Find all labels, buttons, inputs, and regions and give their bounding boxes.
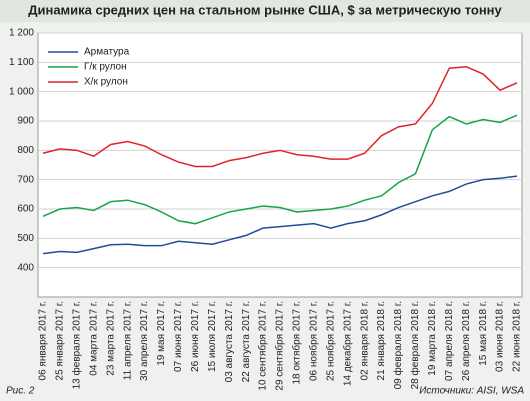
legend-label: Х/к рулон: [84, 77, 128, 88]
x-tick-label: 25 января 2017 г.: [55, 301, 66, 380]
x-tick-label: 25 ноября 2017 г.: [324, 301, 336, 381]
x-tick-label: 15 июля 2017 г.: [207, 301, 218, 372]
x-tick-label: 22 августа 2017 г.: [241, 301, 252, 382]
y-tick-label: 600: [17, 204, 34, 215]
x-tick-label: 09 февраля 2018 г.: [392, 301, 404, 389]
x-tick-label: 28 февраля 2018 г.: [409, 301, 421, 389]
x-tick-label: 14 декабря 2017 г.: [341, 301, 353, 386]
x-tick-label: 21 января 2018 г.: [376, 301, 387, 380]
y-tick-label: 1 000: [9, 86, 34, 97]
series-line: [42, 175, 518, 255]
y-tick-label: 800: [17, 145, 34, 156]
x-tick-label: 15 мая 2018 г.: [478, 301, 489, 366]
y-tick-label: 900: [17, 116, 34, 127]
x-tick-label: 13 февраля 2017 г.: [70, 301, 82, 389]
x-tick-label: 29 сентября 2017 г.: [274, 301, 286, 391]
plot-area: [37, 32, 523, 298]
x-tick-label: 03 августа 2017 г.: [224, 301, 235, 382]
x-tick-label: 19 мая 2017 г.: [156, 301, 167, 366]
x-tick-label: 10 сентября 2017 г.: [257, 301, 269, 391]
x-tick-label: 07 апреля 2018 г.: [444, 301, 455, 381]
x-tick-label: 30 апреля 2017 г.: [139, 301, 150, 381]
x-tick-label: 26 апреля 2018 г.: [461, 301, 472, 381]
y-tick-label: 700: [17, 174, 34, 185]
x-tick-label: 07 июня 2017 г.: [173, 301, 184, 372]
legend-label: Арматура: [84, 47, 130, 58]
y-tick-label: 500: [17, 233, 34, 244]
x-tick-label: 03 июня 2018 г.: [495, 301, 506, 372]
x-tick-label: 23 марта 2017 г.: [105, 301, 116, 376]
source: Источники: AISI, WSA: [419, 386, 524, 397]
x-tick-label: 26 июня 2017 г.: [190, 301, 201, 372]
legend-label: Г/к рулон: [84, 62, 127, 73]
x-tick-label: 19 марта 2018 г.: [427, 301, 438, 376]
caption: Рис. 2: [6, 386, 35, 397]
series-line: [42, 114, 518, 225]
y-tick-label: 1 100: [9, 57, 34, 68]
x-tick-label: 02 января 2018 г.: [359, 301, 370, 380]
x-tick-label: 04 марта 2017 г.: [88, 301, 99, 376]
chart-title: Динамика средних цен на стальном рынке С…: [28, 2, 502, 17]
series-line: [42, 65, 518, 168]
x-tick-label: 22 июня 2018 г.: [512, 301, 523, 372]
y-tick-label: 1 200: [9, 28, 34, 39]
title-bar: [0, 0, 530, 22]
x-tick-label: 06 января 2017 г.: [38, 301, 49, 380]
x-tick-label: 11 апреля 2017 г.: [122, 301, 133, 380]
y-tick-label: 400: [17, 262, 34, 273]
x-tick-label: 06 ноября 2017 г.: [307, 301, 319, 381]
x-tick-label: 18 октября 2017 г.: [291, 301, 303, 385]
